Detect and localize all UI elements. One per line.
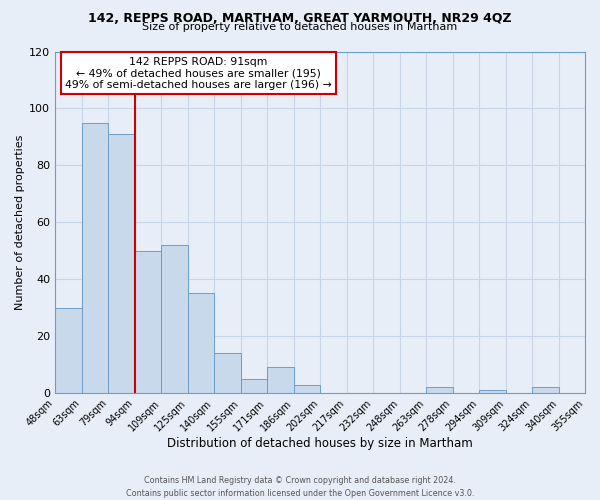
Bar bbox=[532, 388, 559, 393]
Bar bbox=[108, 134, 134, 393]
Bar bbox=[82, 122, 108, 393]
Text: 142, REPPS ROAD, MARTHAM, GREAT YARMOUTH, NR29 4QZ: 142, REPPS ROAD, MARTHAM, GREAT YARMOUTH… bbox=[88, 12, 512, 26]
Bar bbox=[134, 250, 161, 393]
Bar bbox=[426, 388, 452, 393]
X-axis label: Distribution of detached houses by size in Martham: Distribution of detached houses by size … bbox=[167, 437, 473, 450]
Bar bbox=[214, 353, 241, 393]
Text: Size of property relative to detached houses in Martham: Size of property relative to detached ho… bbox=[142, 22, 458, 32]
Text: Contains HM Land Registry data © Crown copyright and database right 2024.
Contai: Contains HM Land Registry data © Crown c… bbox=[126, 476, 474, 498]
Bar bbox=[267, 368, 293, 393]
Text: 142 REPPS ROAD: 91sqm
← 49% of detached houses are smaller (195)
49% of semi-det: 142 REPPS ROAD: 91sqm ← 49% of detached … bbox=[65, 56, 332, 90]
Bar bbox=[188, 294, 214, 393]
Bar bbox=[161, 245, 188, 393]
Bar bbox=[479, 390, 506, 393]
Bar bbox=[55, 308, 82, 393]
Y-axis label: Number of detached properties: Number of detached properties bbox=[15, 134, 25, 310]
Bar bbox=[293, 384, 320, 393]
Bar bbox=[241, 379, 267, 393]
